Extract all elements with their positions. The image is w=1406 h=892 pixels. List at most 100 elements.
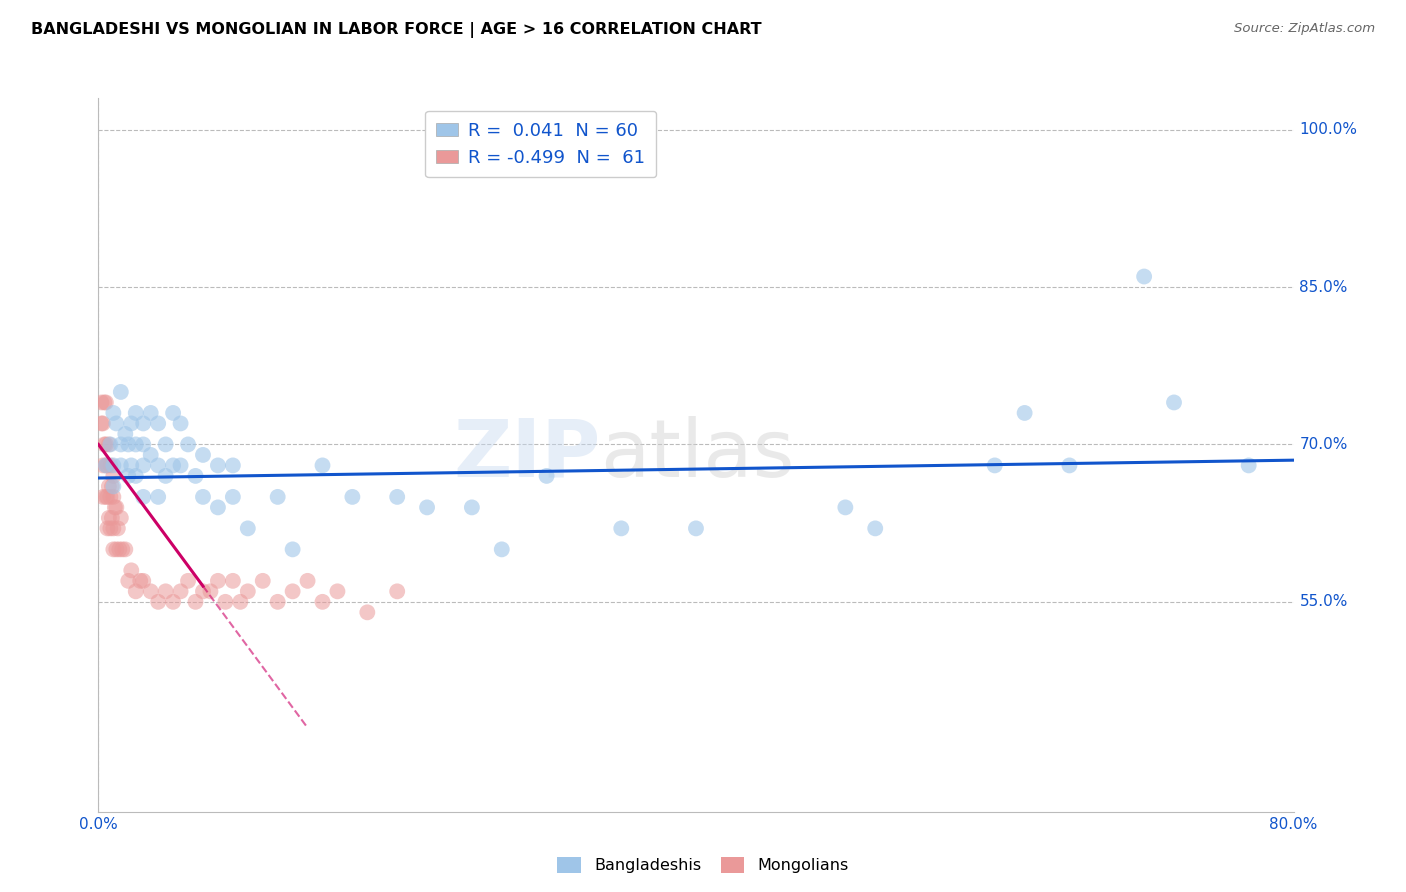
Point [103, 469, 125, 483]
Point [356, 605, 378, 619]
Point [155, 469, 177, 483]
Point [207, 458, 229, 473]
Point [984, 458, 1007, 473]
Point [281, 584, 304, 599]
Point [169, 417, 191, 431]
Point [132, 490, 155, 504]
Point [385, 490, 409, 504]
Point [96, 521, 118, 535]
Point [236, 521, 259, 535]
Point [125, 584, 148, 599]
Point [148, 490, 170, 504]
Point [155, 437, 177, 451]
Text: BANGLADESHI VS MONGOLIAN IN LABOR FORCE | AGE > 16 CORRELATION CHART: BANGLADESHI VS MONGOLIAN IN LABOR FORCE … [31, 22, 762, 38]
Point [267, 595, 290, 609]
Point [169, 458, 191, 473]
Point [342, 490, 364, 504]
Legend: Bangladeshis, Mongolians: Bangladeshis, Mongolians [551, 850, 855, 880]
Point [120, 458, 142, 473]
Point [536, 469, 558, 483]
Point [177, 574, 200, 588]
Point [184, 469, 207, 483]
Point [91, 490, 114, 504]
Text: Source: ZipAtlas.com: Source: ZipAtlas.com [1234, 22, 1375, 36]
Point [148, 458, 170, 473]
Point [132, 417, 155, 431]
Point [107, 521, 129, 535]
Point [108, 542, 131, 557]
Text: atlas: atlas [600, 416, 794, 494]
Point [90, 395, 112, 409]
Point [222, 574, 245, 588]
Point [207, 574, 229, 588]
Point [281, 542, 304, 557]
Point [184, 595, 207, 609]
Text: 70.0%: 70.0% [1299, 437, 1348, 452]
Point [103, 542, 125, 557]
Point [191, 448, 214, 462]
Point [139, 406, 162, 420]
Point [94, 458, 117, 473]
Point [101, 479, 124, 493]
Point [1163, 395, 1185, 409]
Point [162, 458, 184, 473]
Point [1237, 458, 1260, 473]
Point [98, 490, 122, 504]
Point [103, 479, 125, 493]
Point [114, 542, 136, 557]
Point [110, 458, 132, 473]
Point [491, 542, 513, 557]
Point [96, 490, 118, 504]
Point [117, 437, 139, 451]
Legend: R =  0.041  N = 60, R = -0.499  N =  61: R = 0.041 N = 60, R = -0.499 N = 61 [425, 111, 657, 178]
Point [117, 469, 139, 483]
Point [610, 521, 633, 535]
Point [120, 417, 142, 431]
Point [103, 458, 125, 473]
Point [169, 584, 191, 599]
Point [1014, 406, 1036, 420]
Point [101, 511, 124, 525]
Point [834, 500, 856, 515]
Point [117, 574, 139, 588]
Point [214, 595, 236, 609]
Point [103, 490, 125, 504]
Point [98, 521, 122, 535]
Point [191, 490, 214, 504]
Point [90, 417, 112, 431]
Point [110, 511, 132, 525]
Point [97, 479, 120, 493]
Point [416, 500, 439, 515]
Point [114, 426, 136, 441]
Point [91, 458, 114, 473]
Point [93, 437, 115, 451]
Point [91, 417, 114, 431]
Point [222, 458, 245, 473]
Point [132, 574, 155, 588]
Point [162, 595, 184, 609]
Point [98, 458, 122, 473]
Point [139, 584, 162, 599]
Point [104, 500, 127, 515]
Point [148, 417, 170, 431]
Point [311, 595, 333, 609]
Text: 100.0%: 100.0% [1299, 122, 1358, 137]
Point [129, 574, 152, 588]
Point [132, 458, 155, 473]
Point [110, 384, 132, 399]
Point [865, 521, 887, 535]
Point [685, 521, 707, 535]
Point [125, 469, 148, 483]
Point [111, 542, 134, 557]
Point [125, 437, 148, 451]
Text: 85.0%: 85.0% [1299, 279, 1348, 294]
Point [311, 458, 333, 473]
Point [461, 500, 484, 515]
Point [148, 595, 170, 609]
Point [125, 406, 148, 420]
Point [252, 574, 274, 588]
Point [177, 437, 200, 451]
Point [103, 521, 125, 535]
Point [297, 574, 319, 588]
Point [97, 437, 120, 451]
